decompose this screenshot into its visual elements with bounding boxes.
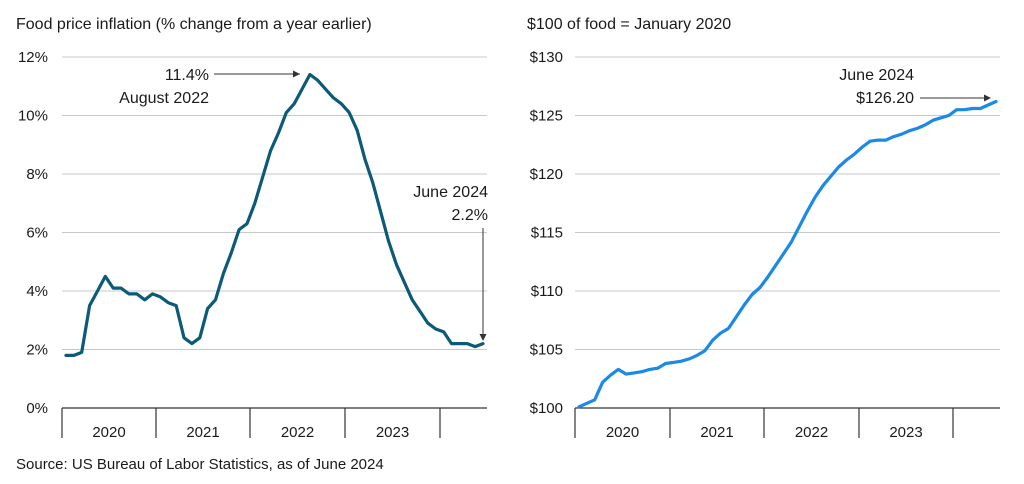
right-x-tick-label: 2020 xyxy=(606,424,639,441)
left-y-tick-label: 0% xyxy=(26,400,48,417)
left-x-tick-label: 2022 xyxy=(281,424,314,441)
left-chart-title: Food price inflation (% change from a ye… xyxy=(16,16,372,33)
left-latest-value: 2.2% xyxy=(452,207,488,224)
left-series xyxy=(64,72,485,357)
right-latest-label: June 2024 xyxy=(839,67,914,84)
source-note: Source: US Bureau of Labor Statistics, a… xyxy=(16,456,384,473)
left-y-tick-label: 6% xyxy=(26,225,48,242)
right-x-tick-label: 2022 xyxy=(795,424,828,441)
left-series-line xyxy=(64,72,485,357)
left-y-tick-label: 2% xyxy=(26,342,48,359)
right-y-tick-label: $100 xyxy=(530,400,563,417)
left-latest-label: June 2024 xyxy=(413,184,488,201)
left-annotation-latest: June 2024 2.2% xyxy=(413,184,488,341)
left-gridlines xyxy=(62,56,487,350)
right-latest-value: $126.20 xyxy=(856,90,914,107)
right-gridlines xyxy=(575,56,1000,350)
right-x-axis: 2020 2021 2022 2023 xyxy=(574,407,1000,441)
right-series xyxy=(577,99,998,409)
left-y-tick-label: 12% xyxy=(18,49,48,66)
left-x-tick-label: 2023 xyxy=(376,424,409,441)
right-y-tick-label: $105 xyxy=(530,342,563,359)
left-latest-arrowhead xyxy=(479,334,487,341)
left-annotation-peak: 11.4% August 2022 xyxy=(119,67,300,107)
right-y-tick-label: $130 xyxy=(530,49,563,66)
right-annotation-latest: June 2024 $126.20 xyxy=(839,67,991,107)
right-y-tick-labels: $100 $105 $110 $115 $120 $125 $130 xyxy=(530,49,563,417)
left-y-tick-label: 8% xyxy=(26,166,48,183)
left-x-axis: 2020 2021 2022 2023 xyxy=(61,407,487,441)
right-chart-title: $100 of food = January 2020 xyxy=(527,16,731,33)
right-y-tick-label: $125 xyxy=(530,108,563,125)
left-y-tick-label: 4% xyxy=(26,283,48,300)
left-peak-value: 11.4% xyxy=(165,67,209,84)
right-y-tick-label: $120 xyxy=(530,166,563,183)
right-y-tick-label: $110 xyxy=(531,283,563,300)
left-y-tick-label: 10% xyxy=(18,108,48,125)
right-latest-arrowhead xyxy=(984,94,991,102)
right-x-tick-label: 2023 xyxy=(889,424,922,441)
right-y-tick-label: $115 xyxy=(531,225,563,242)
right-x-tick-label: 2021 xyxy=(700,424,733,441)
left-x-tick-label: 2021 xyxy=(186,424,219,441)
left-peak-arrowhead xyxy=(293,70,300,78)
left-peak-label: August 2022 xyxy=(119,90,209,107)
left-y-tick-labels: 0% 2% 4% 6% 8% 10% 12% xyxy=(18,49,48,417)
right-series-line xyxy=(577,99,998,409)
left-x-tick-label: 2020 xyxy=(92,424,125,441)
